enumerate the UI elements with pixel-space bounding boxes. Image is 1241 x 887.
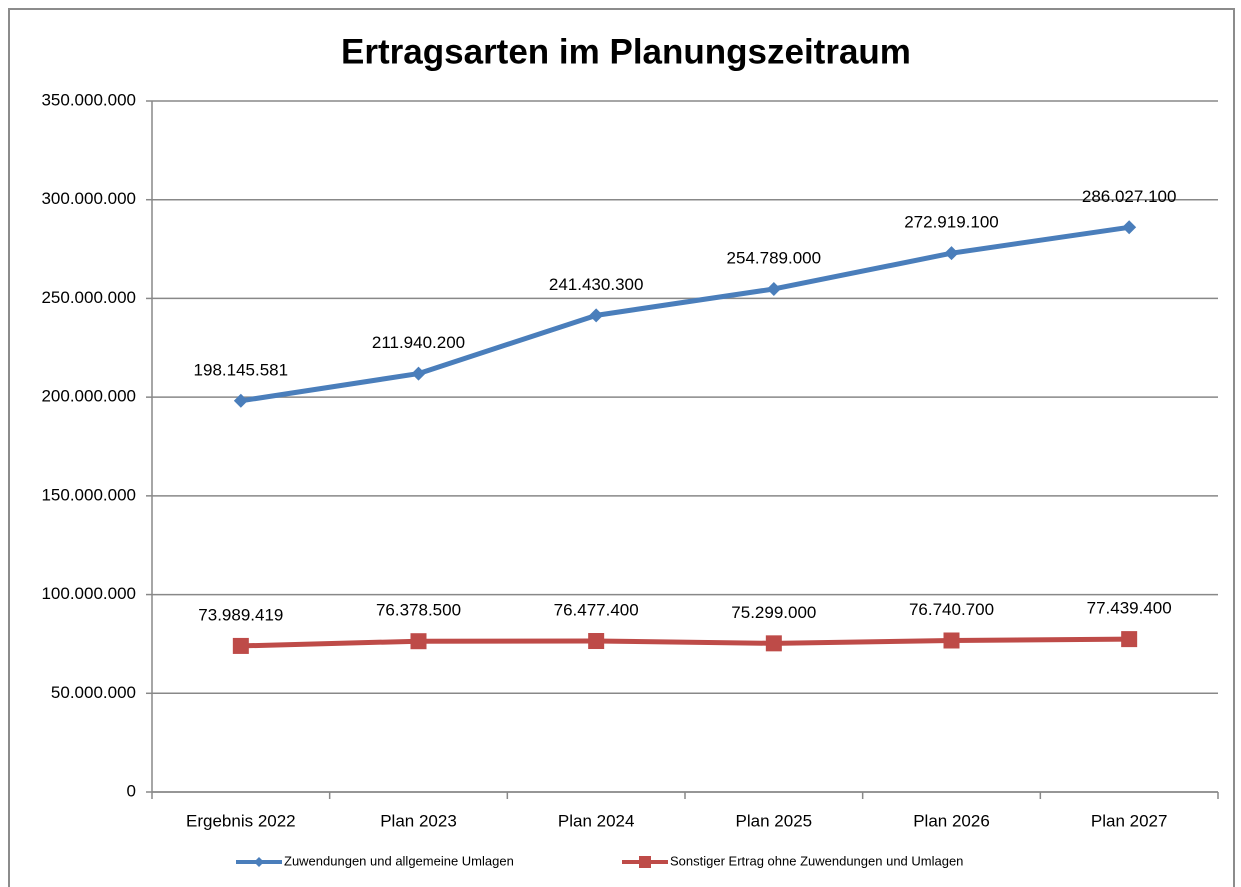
data-label: 211.940.200 [372,333,465,352]
y-tick-label: 100.000.000 [41,584,136,603]
y-tick-label: 50.000.000 [51,683,136,702]
data-point [944,246,959,261]
data-label: 76.378.500 [376,601,461,620]
data-point [588,633,605,650]
data-label: 76.740.700 [909,600,994,619]
y-tick-label: 200.000.000 [41,387,136,406]
data-label: 254.789.000 [727,248,822,267]
x-tick-label: Plan 2023 [380,811,457,830]
legend-marker [639,856,651,868]
data-label: 198.145.581 [194,360,289,379]
legend-label: Sonstiger Ertrag ohne Zuwendungen und Um… [670,853,963,868]
data-point [1122,220,1137,235]
data-point [766,281,781,296]
series-line [240,224,1130,404]
legend-label: Zuwendungen und allgemeine Umlagen [284,853,514,868]
legend-marker [254,857,264,867]
x-tick-label: Plan 2026 [913,811,990,830]
data-point [411,366,426,381]
data-point [765,635,782,652]
x-tick-label: Plan 2024 [558,811,635,830]
x-tick-label: Plan 2027 [1091,811,1168,830]
chart-title: Ertragsarten im Planungszeitraum [341,32,911,71]
series-line [240,636,1130,649]
data-point [1121,631,1138,648]
data-point [943,632,960,649]
y-tick-label: 350.000.000 [41,90,136,109]
data-point [410,633,427,650]
data-point [233,393,248,408]
data-point [232,637,249,654]
chart-frame [8,8,1235,887]
data-label: 76.477.400 [554,600,639,619]
data-label: 286.027.100 [1082,187,1177,206]
y-tick-label: 300.000.000 [41,189,136,208]
x-tick-label: Ergebnis 2022 [186,811,296,830]
data-label: 75.299.000 [731,603,816,622]
data-label: 77.439.400 [1087,599,1172,618]
x-tick-label: Plan 2025 [736,811,813,830]
y-tick-label: 250.000.000 [41,288,136,307]
y-tick-label: 0 [127,781,136,800]
data-label: 272.919.100 [904,213,999,232]
y-tick-label: 150.000.000 [41,485,136,504]
data-point [589,308,604,323]
data-label: 73.989.419 [198,605,283,624]
data-label: 241.430.300 [549,275,644,294]
